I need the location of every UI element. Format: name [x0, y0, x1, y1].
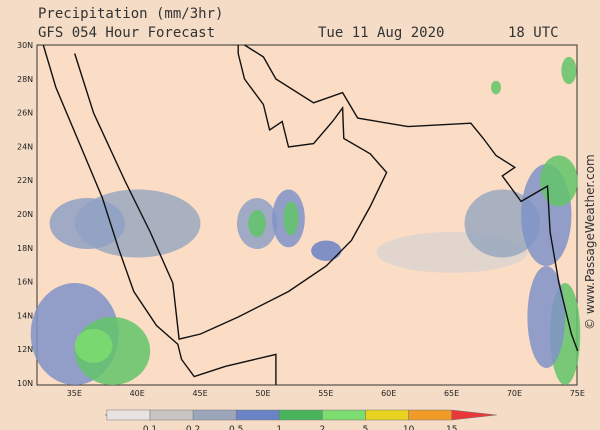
- colorbar-segment: [322, 409, 366, 421]
- time: 18 UTC: [508, 25, 559, 41]
- lon-label: 70E: [507, 389, 522, 398]
- colorbar-segment: [149, 409, 194, 421]
- rain-area: [74, 328, 113, 363]
- lat-label: 20N: [17, 210, 33, 219]
- title: Precipitation (mm/3hr): [38, 6, 223, 22]
- lat-label: 22N: [17, 176, 33, 185]
- lon-label: 50E: [255, 389, 270, 398]
- lon-label: 40E: [130, 389, 145, 398]
- colorbar-segment: [408, 409, 452, 421]
- rain-area: [464, 189, 540, 258]
- colorbar-end: [451, 409, 497, 421]
- lon-label: 60E: [381, 389, 396, 398]
- colorbar-segment: [106, 409, 151, 421]
- lat-label: 10N: [17, 379, 33, 388]
- colorbar-label: 2: [320, 425, 326, 430]
- colorbar-label: 1: [276, 425, 282, 430]
- rain-area: [490, 80, 502, 95]
- precipitation: [30, 56, 581, 385]
- rain-area: [527, 266, 566, 368]
- lat-label: 16N: [17, 278, 33, 287]
- rain-area: [49, 198, 126, 249]
- rain-area: [248, 209, 266, 238]
- lon-label: 55E: [318, 389, 333, 398]
- coastline: [42, 44, 277, 385]
- colorbar-label: 0.5: [229, 425, 243, 430]
- colorbar-label: 5: [363, 425, 369, 430]
- lon-label: 45E: [192, 389, 207, 398]
- lon-label: 65E: [444, 389, 459, 398]
- lat-label: 18N: [17, 244, 33, 253]
- lon-label: 75E: [570, 389, 585, 398]
- colorbar-segment: [365, 409, 409, 421]
- rain-area: [540, 155, 578, 207]
- colorbar-label: 0.1: [143, 425, 157, 430]
- lon-label: 35E: [67, 389, 82, 398]
- colorbar-segment: [279, 409, 323, 421]
- date: Tue 11 Aug 2020: [318, 25, 444, 41]
- subtitle: GFS 054 Hour Forecast: [38, 25, 215, 41]
- watermark: © www.PassageWeather.com: [583, 154, 597, 330]
- lat-label: 26N: [17, 109, 33, 118]
- lat-label: 24N: [17, 142, 33, 151]
- coastline: [244, 44, 579, 352]
- colorbar-segment: [192, 409, 237, 421]
- colorbar: 0.1 0.2 0.5 1 2 5 10 15: [104, 409, 497, 430]
- lat-label: 12N: [17, 345, 33, 354]
- lat-label: 14N: [17, 311, 33, 320]
- coastlines: [42, 44, 579, 385]
- rain-area: [311, 240, 342, 261]
- colorbar-label: 15: [446, 425, 457, 430]
- colorbar-segment: [235, 409, 280, 421]
- rain-area: [283, 201, 299, 236]
- colorbar-label: 0.2: [186, 425, 200, 430]
- lat-label: 28N: [17, 75, 33, 84]
- lat-label: 30N: [17, 41, 33, 50]
- coastline: [74, 45, 388, 340]
- rain-area: [561, 56, 577, 85]
- colorbar-label: 10: [403, 425, 415, 430]
